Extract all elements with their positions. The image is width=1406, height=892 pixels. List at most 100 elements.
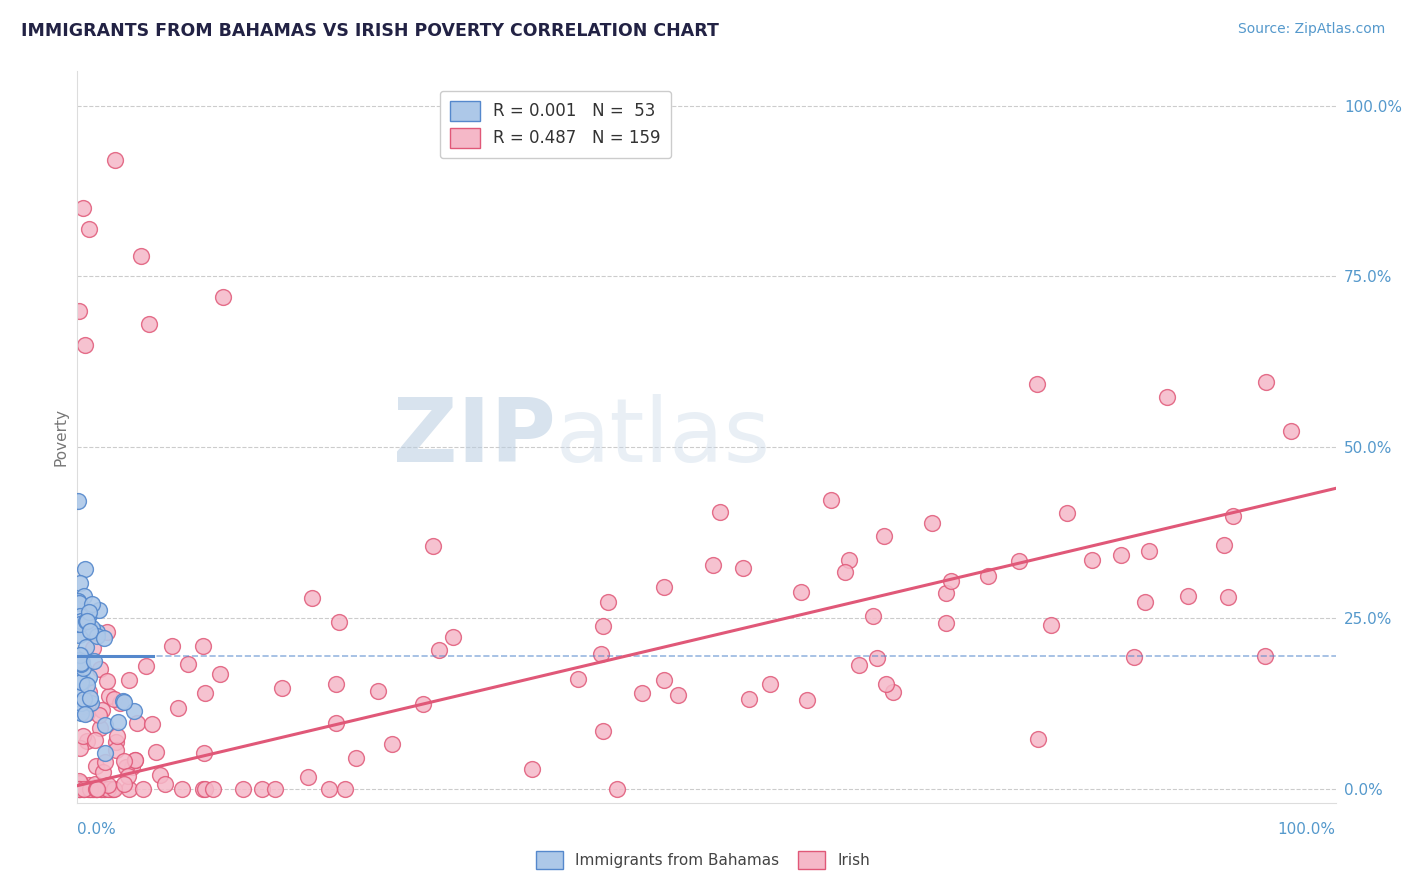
Point xyxy=(69,740,91,755)
Point xyxy=(1111,549,1133,563)
Point xyxy=(1222,508,1244,523)
Point xyxy=(83,782,105,797)
Point xyxy=(873,529,896,543)
Point xyxy=(105,742,128,756)
Point xyxy=(89,721,111,735)
Point xyxy=(114,776,136,790)
Point xyxy=(76,734,98,748)
Point xyxy=(94,782,117,797)
Point xyxy=(75,640,97,654)
Legend: R = 0.001   N =  53, R = 0.487   N = 159: R = 0.001 N = 53, R = 0.487 N = 159 xyxy=(440,91,671,158)
Point xyxy=(862,608,884,623)
Text: ZIP: ZIP xyxy=(392,393,555,481)
Point xyxy=(67,673,90,687)
Point xyxy=(105,730,128,744)
Point xyxy=(76,706,98,720)
Point xyxy=(97,782,120,797)
Point xyxy=(89,662,111,676)
Text: 100.0%: 100.0% xyxy=(1278,822,1336,837)
Point xyxy=(212,290,235,304)
Point xyxy=(592,619,614,633)
Point xyxy=(67,782,90,797)
Point xyxy=(121,760,143,774)
Point xyxy=(1218,591,1240,605)
Point xyxy=(77,221,100,235)
Point xyxy=(69,657,91,672)
Point xyxy=(72,661,94,675)
Point xyxy=(270,681,292,695)
Point xyxy=(77,779,100,793)
Point xyxy=(127,715,149,730)
Point xyxy=(77,685,100,699)
Point xyxy=(976,568,998,582)
Point xyxy=(67,596,90,610)
Point xyxy=(67,773,90,788)
Point xyxy=(939,574,962,589)
Point xyxy=(73,590,96,604)
Point xyxy=(631,686,654,700)
Point xyxy=(1040,617,1063,632)
Point xyxy=(69,627,91,641)
Point xyxy=(252,782,274,797)
Point xyxy=(652,673,675,688)
Point xyxy=(124,754,146,768)
Point xyxy=(73,562,96,576)
Point xyxy=(84,759,107,773)
Point xyxy=(84,777,107,791)
Point xyxy=(103,692,125,706)
Point xyxy=(69,683,91,698)
Point xyxy=(1028,731,1050,746)
Point xyxy=(135,658,157,673)
Point xyxy=(67,653,90,667)
Point xyxy=(87,707,110,722)
Point xyxy=(838,553,860,567)
Point xyxy=(1122,650,1144,665)
Point xyxy=(80,696,103,710)
Point xyxy=(76,615,98,629)
Point xyxy=(297,771,319,785)
Point xyxy=(592,724,614,739)
Point xyxy=(79,670,101,684)
Point xyxy=(84,782,107,797)
Point xyxy=(70,696,93,710)
Point xyxy=(79,690,101,705)
Point xyxy=(79,782,101,797)
Point xyxy=(73,782,96,797)
Point xyxy=(72,730,94,744)
Point xyxy=(381,737,404,751)
Point xyxy=(427,643,450,657)
Point xyxy=(82,597,104,611)
Point xyxy=(82,621,104,635)
Point xyxy=(733,560,755,574)
Point xyxy=(1156,390,1178,404)
Point xyxy=(172,782,194,797)
Point xyxy=(69,608,91,623)
Point xyxy=(84,782,107,797)
Point xyxy=(79,624,101,639)
Point xyxy=(149,768,172,782)
Point xyxy=(124,704,146,718)
Point xyxy=(67,617,90,632)
Point xyxy=(69,656,91,670)
Point xyxy=(344,751,367,765)
Point xyxy=(111,694,134,708)
Point xyxy=(1212,538,1234,552)
Point xyxy=(96,673,118,688)
Point xyxy=(738,692,761,706)
Point xyxy=(652,580,675,594)
Point xyxy=(72,674,94,689)
Point xyxy=(96,624,118,639)
Point xyxy=(69,616,91,631)
Point xyxy=(86,782,108,797)
Point xyxy=(1256,375,1278,389)
Point xyxy=(935,616,957,631)
Point xyxy=(1137,544,1160,558)
Y-axis label: Poverty: Poverty xyxy=(53,408,69,467)
Point xyxy=(115,760,138,774)
Point xyxy=(1025,376,1047,391)
Point xyxy=(67,782,90,797)
Point xyxy=(520,763,543,777)
Point xyxy=(567,672,589,686)
Point xyxy=(67,303,90,318)
Point xyxy=(69,615,91,629)
